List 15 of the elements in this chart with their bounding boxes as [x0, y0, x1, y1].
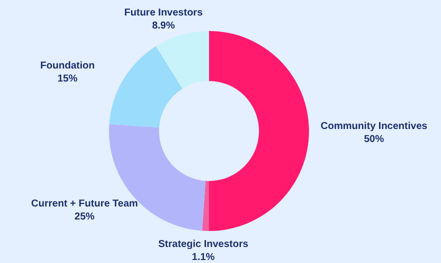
- slice-label: Foundation: [40, 60, 95, 72]
- slice-label: Strategic Investors: [158, 238, 249, 250]
- slice-label: Current + Future Team: [31, 198, 138, 210]
- data-label: 15%: [58, 73, 78, 84]
- donut-slice: [156, 31, 209, 89]
- donut-slice: [109, 124, 206, 231]
- data-label: 25%: [74, 211, 95, 222]
- donut-slice: [202, 180, 209, 231]
- data-label: 1.1%: [192, 252, 215, 263]
- slice-label: Future Investors: [124, 8, 204, 19]
- slice-label: Community Incentives: [320, 121, 428, 132]
- donut-slice: [209, 31, 309, 231]
- data-label: 8.9%: [152, 20, 175, 32]
- donut-slice: [109, 46, 182, 128]
- data-label: 50%: [364, 134, 384, 145]
